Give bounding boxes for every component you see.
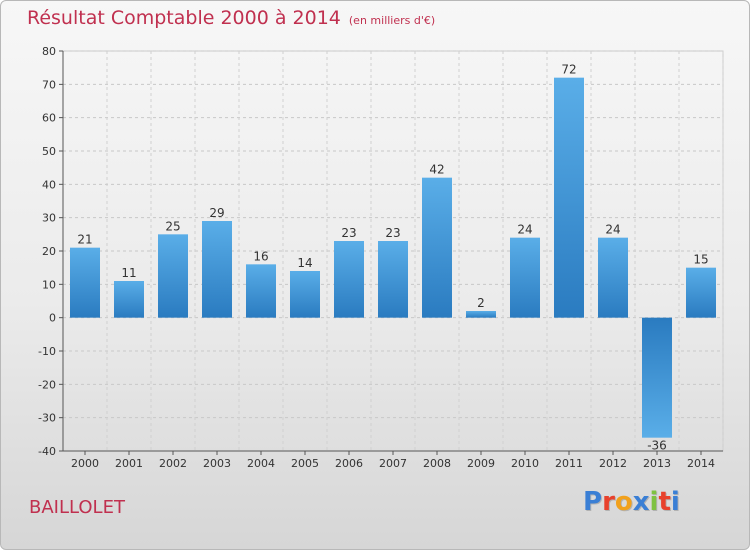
x-tick-label: 2001	[115, 457, 143, 470]
bar	[598, 237, 628, 318]
logo-letter: r	[602, 487, 615, 517]
data-label: 24	[517, 223, 532, 237]
bar	[70, 247, 100, 318]
x-tick-label: 2013	[643, 457, 671, 470]
y-tick-label: 20	[42, 245, 56, 258]
data-label: 29	[209, 206, 224, 220]
x-tick-label: 2002	[159, 457, 187, 470]
data-label: 23	[385, 226, 400, 240]
bar	[334, 241, 364, 318]
x-tick-label: 2014	[687, 457, 715, 470]
data-label: 72	[561, 63, 576, 77]
logo-letter: i	[670, 487, 680, 517]
bar	[422, 177, 452, 318]
x-tick-label: 2008	[423, 457, 451, 470]
y-tick-label: 60	[42, 112, 56, 125]
x-tick-label: 2009	[467, 457, 495, 470]
data-label: 15	[693, 253, 708, 267]
data-label: 24	[605, 223, 620, 237]
chart-title: Résultat Comptable 2000 à 2014 (en millie…	[27, 7, 436, 29]
bar	[642, 317, 672, 438]
y-tick-label: -10	[38, 345, 56, 358]
logo-letter: t	[658, 487, 671, 517]
logo-letter: i	[649, 487, 659, 517]
chart-subtitle: (en milliers d'€)	[348, 14, 436, 27]
logo-letter: P	[583, 487, 603, 517]
y-tick-label: 80	[42, 45, 56, 58]
data-label: 2	[477, 296, 485, 310]
bar	[290, 271, 320, 318]
x-tick-label: 2010	[511, 457, 539, 470]
bar	[114, 281, 144, 318]
y-tick-label: 50	[42, 145, 56, 158]
y-tick-label: 40	[42, 178, 56, 191]
x-tick-label: 2004	[247, 457, 275, 470]
data-label: 11	[121, 266, 136, 280]
bar	[378, 241, 408, 318]
data-label: 23	[341, 226, 356, 240]
bar	[510, 237, 540, 318]
data-label: 25	[165, 219, 180, 233]
proxiti-logo: Proxiti	[583, 487, 680, 517]
x-tick-label: 2000	[71, 457, 99, 470]
data-label: 14	[297, 256, 312, 270]
x-tick-label: 2012	[599, 457, 627, 470]
x-tick-label: 2005	[291, 457, 319, 470]
y-tick-label: 0	[49, 312, 56, 325]
y-tick-label: 10	[42, 278, 56, 291]
y-tick-label: -20	[38, 378, 56, 391]
x-tick-label: 2006	[335, 457, 363, 470]
commune-name: BAILLOLET	[29, 497, 125, 518]
data-label: 21	[77, 233, 92, 247]
data-label: 16	[253, 249, 268, 263]
y-tick-label: 70	[42, 78, 56, 91]
data-label: 42	[429, 163, 444, 177]
bar	[466, 311, 496, 318]
y-tick-label: -40	[38, 445, 56, 458]
bar	[686, 267, 716, 318]
y-tick-label: 30	[42, 212, 56, 225]
logo-letter: x	[632, 487, 650, 517]
bar	[554, 77, 584, 318]
logo-letter: o	[614, 487, 633, 517]
bar	[246, 264, 276, 318]
data-label: -36	[647, 439, 667, 453]
bar	[202, 221, 232, 318]
bar	[158, 234, 188, 318]
y-tick-label: -30	[38, 412, 56, 425]
x-tick-label: 2003	[203, 457, 231, 470]
x-tick-label: 2007	[379, 457, 407, 470]
x-tick-label: 2011	[555, 457, 583, 470]
